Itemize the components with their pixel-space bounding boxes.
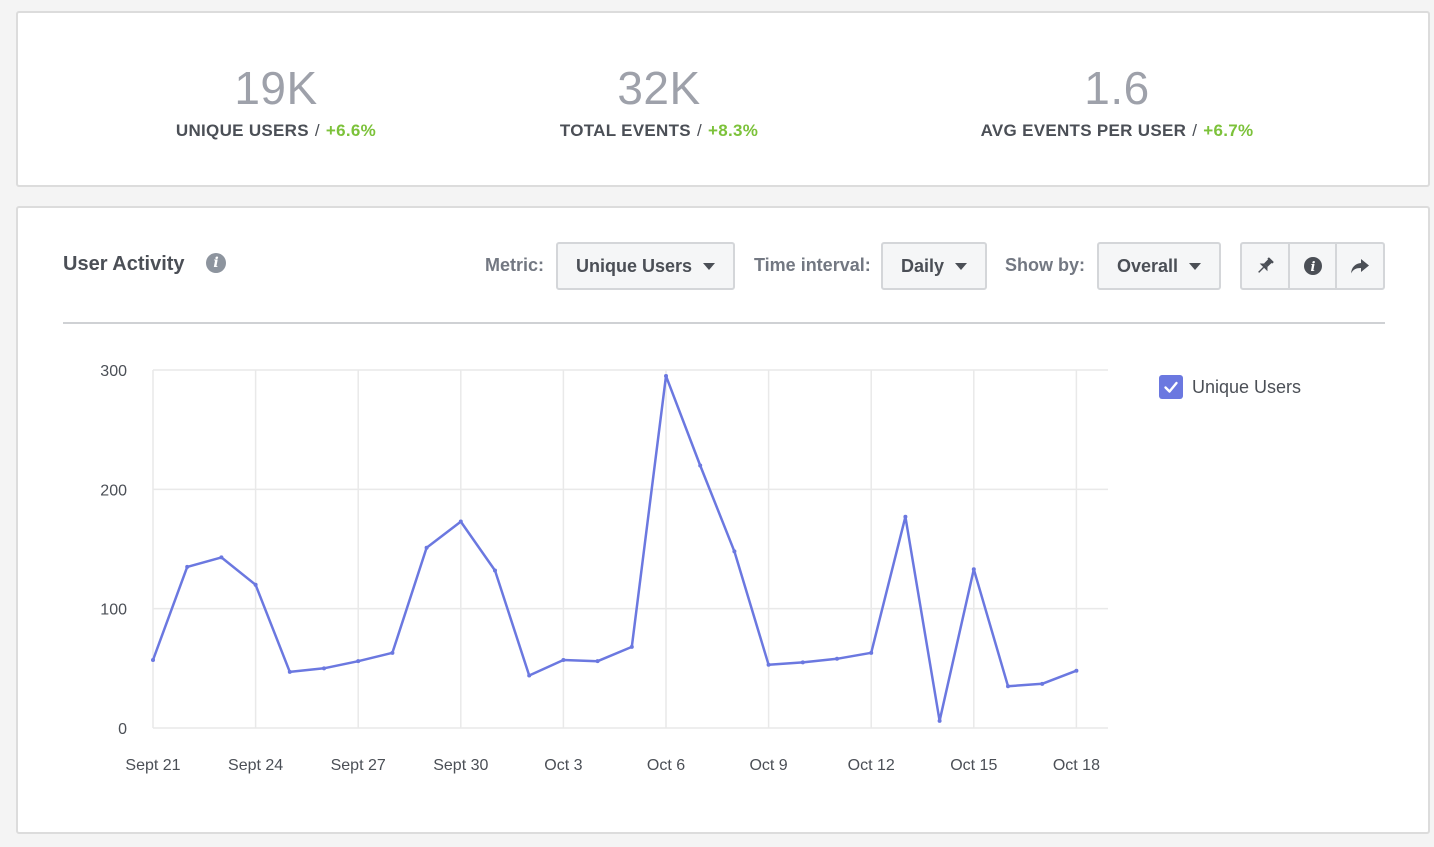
data-point bbox=[1040, 681, 1045, 686]
data-point bbox=[219, 555, 224, 560]
x-tick-label: Oct 6 bbox=[647, 757, 685, 774]
y-tick-label: 300 bbox=[100, 363, 127, 380]
data-point bbox=[664, 373, 668, 378]
stat-change: +6.6% bbox=[325, 121, 377, 140]
x-tick-label: Oct 15 bbox=[950, 757, 997, 774]
user-activity-card: User Activity i Metric: Unique Users Tim… bbox=[16, 206, 1430, 834]
caret-down-icon bbox=[955, 263, 967, 270]
series-line-unique-users bbox=[151, 374, 1077, 723]
time-interval-value: Daily bbox=[901, 255, 945, 276]
time-interval-label: Time interval: bbox=[754, 255, 871, 275]
stat-total-events: 32K TOTAL EVENTS / +8.3% bbox=[449, 65, 869, 141]
data-point bbox=[800, 660, 805, 665]
caret-down-icon bbox=[703, 263, 715, 270]
stats-card: 19K UNIQUE USERS / +6.6% 32K TOTAL EVENTS /… bbox=[16, 11, 1430, 187]
stat-avg-events: 1.6 AVG EVENTS PER USER / +6.7% bbox=[907, 65, 1327, 141]
data-point bbox=[903, 514, 908, 519]
data-point bbox=[458, 519, 463, 524]
data-point bbox=[937, 718, 942, 723]
stat-change: +8.3% bbox=[707, 121, 759, 140]
info-icon[interactable]: i bbox=[206, 253, 226, 273]
stat-separator: / bbox=[1192, 121, 1198, 140]
caret-down-icon bbox=[1189, 263, 1201, 270]
x-tick-label: Oct 12 bbox=[848, 757, 895, 774]
y-tick-label: 200 bbox=[100, 482, 127, 499]
checkmark-icon bbox=[1164, 381, 1178, 393]
x-tick-label: Sept 30 bbox=[433, 757, 488, 774]
legend-label: Unique Users bbox=[1192, 376, 1302, 397]
panel-title: User Activity bbox=[63, 253, 185, 275]
data-point bbox=[766, 662, 771, 667]
data-point bbox=[732, 549, 737, 554]
stat-label: AVG EVENTS PER USER bbox=[980, 121, 1187, 140]
stat-label: UNIQUE USERS bbox=[175, 121, 309, 140]
show-by-value: Overall bbox=[1117, 255, 1179, 276]
data-point bbox=[561, 657, 566, 662]
data-point bbox=[595, 659, 600, 664]
pin-button[interactable] bbox=[1242, 244, 1288, 288]
stat-unique-users: 19K UNIQUE USERS / +6.6% bbox=[66, 65, 486, 141]
data-point bbox=[698, 463, 703, 468]
x-tick-label: Oct 9 bbox=[749, 757, 787, 774]
share-icon bbox=[1351, 259, 1370, 274]
stat-label: TOTAL EVENTS bbox=[559, 121, 691, 140]
data-point bbox=[424, 545, 429, 550]
data-point bbox=[322, 666, 326, 671]
metric-dropdown[interactable]: Unique Users bbox=[556, 242, 735, 290]
data-point bbox=[629, 644, 634, 649]
stat-change: +6.7% bbox=[1203, 121, 1254, 140]
data-point bbox=[971, 567, 976, 572]
x-tick-label: Sept 21 bbox=[125, 757, 180, 774]
info-icon: i bbox=[1303, 257, 1322, 275]
data-point bbox=[493, 568, 497, 573]
y-tick-label: 0 bbox=[118, 721, 127, 738]
metric-value: Unique Users bbox=[576, 255, 693, 276]
legend-checkbox[interactable] bbox=[1159, 375, 1183, 399]
data-point bbox=[185, 564, 190, 569]
data-point bbox=[869, 650, 874, 655]
stat-value: 32K bbox=[617, 62, 701, 114]
x-tick-label: Sept 27 bbox=[331, 757, 386, 774]
header-divider bbox=[63, 322, 1385, 324]
data-point bbox=[835, 656, 839, 661]
x-tick-label: Oct 18 bbox=[1053, 757, 1100, 774]
metric-label: Metric: bbox=[485, 255, 545, 275]
stat-separator: / bbox=[696, 121, 702, 140]
stat-value: 19K bbox=[234, 62, 318, 114]
svg-text:i: i bbox=[1310, 260, 1315, 275]
share-button[interactable] bbox=[1335, 244, 1383, 288]
pin-icon bbox=[1257, 257, 1274, 273]
x-tick-label: Sept 24 bbox=[228, 757, 283, 774]
data-point bbox=[151, 657, 155, 662]
line-chart: 0 100 200 300 Sept 21 Sept 24 Sept 27 Sept 30 Oc… bbox=[100, 363, 1108, 774]
data-point bbox=[1074, 668, 1079, 673]
info-button[interactable]: i bbox=[1287, 244, 1336, 288]
data-point bbox=[287, 669, 292, 674]
time-interval-dropdown[interactable]: Daily bbox=[881, 242, 987, 290]
stat-separator: / bbox=[314, 121, 320, 140]
stat-value: 1.6 bbox=[1084, 62, 1150, 114]
data-point bbox=[390, 650, 395, 655]
chart-legend: Unique Users bbox=[1159, 375, 1301, 399]
show-by-dropdown[interactable]: Overall bbox=[1097, 242, 1221, 290]
data-point bbox=[253, 582, 258, 587]
x-tick-label: Oct 3 bbox=[544, 757, 582, 774]
data-point bbox=[1006, 684, 1010, 689]
action-buttons: i bbox=[1240, 242, 1385, 290]
y-tick-label: 100 bbox=[100, 602, 127, 619]
data-point bbox=[356, 659, 361, 664]
show-by-label: Show by: bbox=[1005, 255, 1085, 275]
data-point bbox=[527, 673, 532, 678]
